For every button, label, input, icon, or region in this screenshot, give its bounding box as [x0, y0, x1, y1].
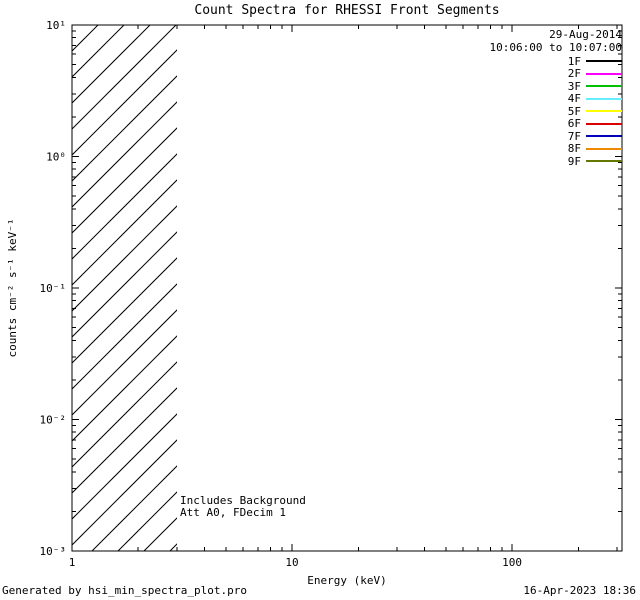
- legend-line-swatch: [586, 60, 622, 63]
- x-tick-label: 100: [502, 556, 522, 569]
- legend-entry: 7F: [490, 130, 622, 143]
- render-timestamp: 16-Apr-2023 18:36: [523, 584, 636, 597]
- legend-label: 4F: [567, 92, 581, 106]
- legend-line-swatch: [586, 135, 622, 138]
- legend-label: 3F: [567, 79, 581, 93]
- legend-line-swatch: [586, 85, 622, 88]
- legend-entry: 9F: [490, 155, 622, 168]
- legend-line-swatch: [586, 122, 622, 125]
- legend-label: 6F: [567, 117, 581, 131]
- legend-line-swatch: [586, 147, 622, 150]
- y-tick-label: 10⁻³: [40, 545, 67, 558]
- legend-label: 2F: [567, 67, 581, 81]
- x-tick-label: 10: [285, 556, 298, 569]
- annotation-attenuator-state: Att A0, FDecim 1: [180, 506, 286, 519]
- legend-entry: 8F: [490, 142, 622, 156]
- x-tick-label: 1: [69, 556, 76, 569]
- legend-line-swatch: [586, 110, 622, 113]
- legend-entries: 1F 2F 3F 4F 5F 6F 7F 8F 9F: [490, 55, 622, 168]
- legend-line-swatch: [586, 97, 622, 100]
- y-tick-label: 10⁻²: [40, 414, 67, 427]
- legend-time-range: 10:06:00 to 10:07:00: [489, 41, 622, 54]
- y-tick-label: 10⁻¹: [40, 282, 67, 295]
- legend: 29-Aug-2014 10:06:00 to 10:07:00 1F 2F 3F 4…: [490, 28, 622, 168]
- legend-label: 7F: [567, 129, 581, 143]
- legend-entry: 3F: [490, 80, 622, 93]
- legend-line-swatch: [586, 160, 622, 163]
- legend-date: 29-Aug-2014: [549, 28, 622, 41]
- legend-label: 9F: [567, 154, 581, 168]
- legend-entry: 5F: [490, 105, 622, 118]
- legend-label: 5F: [567, 104, 581, 118]
- legend-label: 8F: [567, 142, 581, 156]
- y-tick-label: 10⁰: [46, 151, 66, 164]
- legend-entry: 1F: [490, 55, 622, 68]
- legend-line-swatch: [586, 72, 622, 75]
- generated-by-text: Generated by hsi_min_spectra_plot.pro: [2, 584, 248, 597]
- annotation-includes-background: Includes Background: [180, 494, 306, 507]
- x-axis-title: Energy (keV): [307, 574, 386, 587]
- legend-entry: 6F: [490, 117, 622, 131]
- legend-label: 1F: [567, 54, 581, 68]
- page-title: Count Spectra for RHESSI Front Segments: [194, 3, 500, 18]
- legend-entry: 2F: [490, 67, 622, 81]
- y-axis-title: counts cm⁻² s⁻¹ keV⁻¹: [6, 218, 19, 357]
- hatched-region: [72, 25, 177, 551]
- legend-entry: 4F: [490, 92, 622, 106]
- y-tick-label: 10¹: [46, 19, 66, 32]
